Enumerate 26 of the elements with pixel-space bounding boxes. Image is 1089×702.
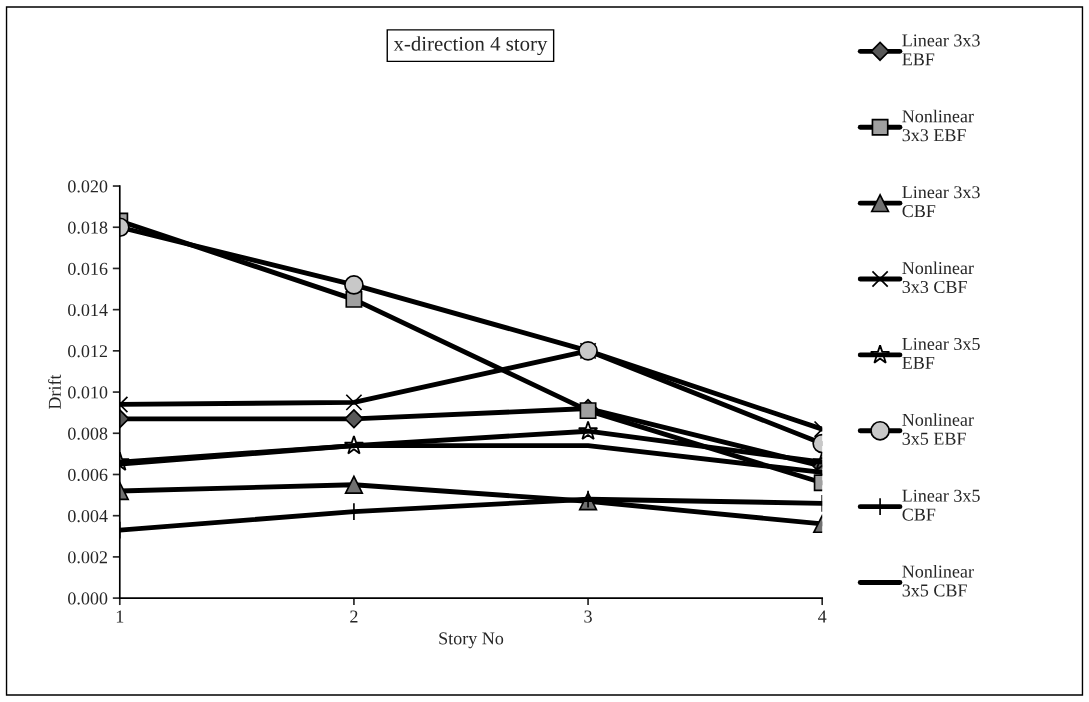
legend-label: Nonlinear 3x5 CBF	[902, 564, 974, 597]
legend-label: Linear 3x5 CBF	[902, 489, 980, 521]
legend-label: Nonlinear 3x3 EBF	[902, 109, 974, 142]
legend-label: Linear 3x5 EBF	[902, 337, 980, 369]
y-tick-label: 0.002	[68, 551, 107, 564]
legend-label: Nonlinear 3x5 EBF	[902, 413, 974, 445]
legend-label: Linear 3x3 CBF	[902, 186, 980, 218]
y-tick-label: 0.004	[68, 509, 108, 523]
chart-title: x-direction 4 story	[393, 36, 548, 56]
y-tick-label: 0.016	[68, 262, 108, 275]
y-tick-label: 0.014	[68, 303, 108, 317]
y-tick-label: 0.012	[68, 345, 107, 358]
x-tick-label: 3	[584, 610, 592, 623]
legend-label: Linear 3x3 EBF	[902, 34, 980, 66]
x-axis-title: Story No	[439, 632, 504, 649]
y-tick-label: 0.006	[68, 468, 108, 481]
legend-label: Nonlinear 3x3 CBF	[902, 261, 974, 294]
y-axis-title: Drift	[48, 374, 61, 410]
y-tick-label: 0.008	[68, 427, 108, 440]
y-tick-label: 0.018	[68, 221, 108, 234]
y-tick-label: 0.020	[68, 180, 108, 193]
y-tick-label: 0.000	[68, 592, 108, 605]
y-tick-label: 0.010	[68, 386, 108, 399]
x-tick-label: 4	[818, 610, 827, 623]
x-tick-label: 1	[116, 610, 124, 623]
x-tick-label: 2	[350, 610, 358, 623]
